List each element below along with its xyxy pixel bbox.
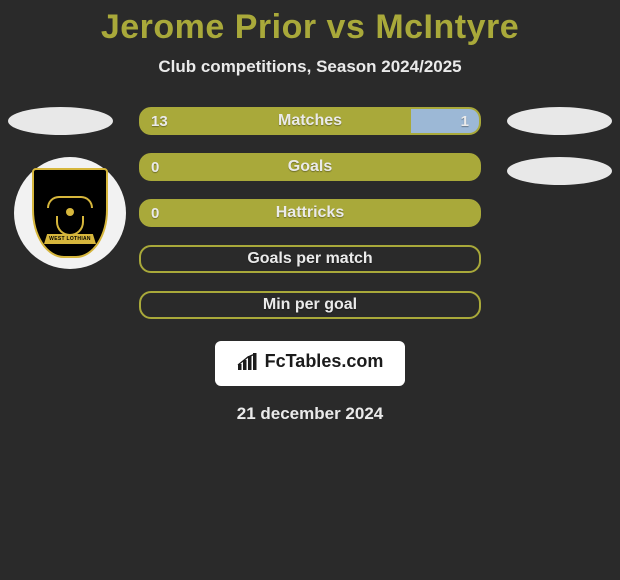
crest-dot-icon bbox=[66, 208, 74, 216]
stat-bar: 13 Matches 1 bbox=[139, 107, 481, 135]
stat-label: Goals per match bbox=[247, 250, 372, 268]
crest-banner: WEST LOTHIAN bbox=[44, 234, 96, 244]
brand: FcTables.com bbox=[237, 351, 384, 372]
club-crest: WEST LOTHIAN bbox=[14, 157, 126, 269]
page-subtitle: Club competitions, Season 2024/2025 bbox=[0, 57, 620, 77]
crest-shield-icon: WEST LOTHIAN bbox=[32, 168, 108, 258]
content: WEST LOTHIAN 13 Matches 1 0 Goals 0 Hattricks G… bbox=[0, 107, 620, 424]
stat-bar: 0 Goals bbox=[139, 153, 481, 181]
brand-box: FcTables.com bbox=[215, 341, 406, 386]
stat-bar: Goals per match bbox=[139, 245, 481, 273]
bars-chart-icon bbox=[237, 353, 259, 371]
stat-label: Min per goal bbox=[263, 296, 357, 314]
stats-bars: 13 Matches 1 0 Goals 0 Hattricks Goals per matc… bbox=[139, 107, 481, 319]
brand-label: FcTables.com bbox=[265, 351, 384, 372]
crest-arc-icon bbox=[47, 196, 93, 208]
stat-left-value: 0 bbox=[151, 159, 159, 176]
stat-bar: Min per goal bbox=[139, 291, 481, 319]
stat-label: Hattricks bbox=[276, 204, 344, 222]
header: Jerome Prior vs McIntyre Club competitio… bbox=[0, 0, 620, 77]
footer: FcTables.com 21 december 2024 bbox=[10, 341, 610, 424]
stat-left-value: 0 bbox=[151, 205, 159, 222]
stat-label: Matches bbox=[278, 112, 342, 130]
page-title: Jerome Prior vs McIntyre bbox=[0, 8, 620, 47]
stat-right-value: 1 bbox=[461, 113, 469, 130]
crest-horseshoe-icon bbox=[56, 216, 84, 236]
decor-ellipse-left bbox=[8, 107, 113, 135]
decor-ellipse-right-top bbox=[507, 107, 612, 135]
stat-left-value: 13 bbox=[151, 113, 168, 130]
date-label: 21 december 2024 bbox=[10, 404, 610, 424]
stat-bar: 0 Hattricks bbox=[139, 199, 481, 227]
decor-ellipse-right-bottom bbox=[507, 157, 612, 185]
stat-label: Goals bbox=[288, 158, 332, 176]
